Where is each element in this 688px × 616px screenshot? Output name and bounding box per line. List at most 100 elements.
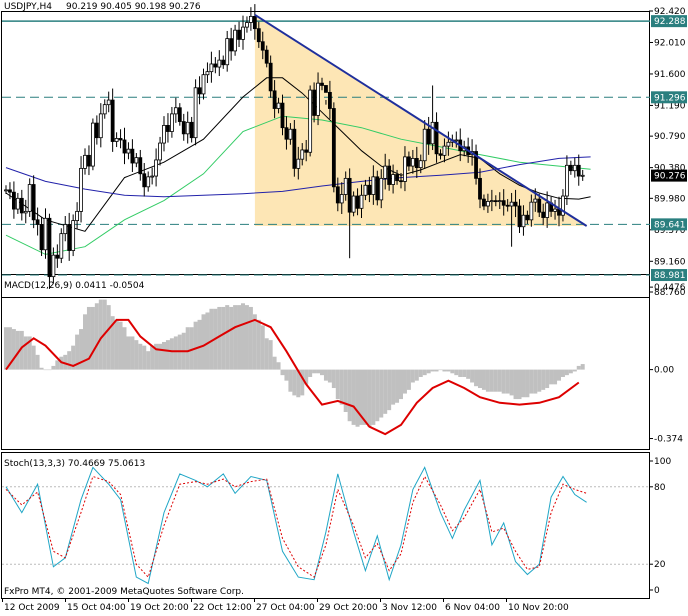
macd-histogram-bar	[79, 329, 84, 370]
candle-body	[189, 121, 194, 139]
macd-histogram-bar	[241, 303, 245, 370]
macd-histogram-bar	[237, 305, 242, 370]
macd-histogram-bar	[493, 369, 498, 392]
macd-histogram-bar	[292, 369, 297, 396]
macd-histogram-bar	[387, 369, 392, 411]
macd-histogram-bar	[470, 369, 475, 383]
time-axis-label: 15 Oct 04:00	[67, 603, 126, 613]
candle-body	[537, 198, 542, 213]
macd-histogram-bar	[272, 356, 277, 370]
candle-body	[118, 138, 123, 141]
candle-body	[67, 224, 72, 251]
macd-histogram-bar	[450, 369, 455, 374]
candle-body	[284, 127, 289, 140]
candle-body	[355, 195, 360, 209]
candle-body	[166, 124, 170, 132]
macd-histogram-bar	[130, 336, 135, 370]
macd-histogram-bar	[304, 369, 309, 385]
macd-histogram-bar	[27, 336, 32, 370]
candle-body	[482, 198, 486, 207]
macd-histogram-bar	[94, 303, 99, 370]
level-badge	[651, 218, 687, 231]
macd-histogram-bar	[308, 369, 313, 377]
macd-histogram-bar	[359, 369, 364, 425]
candle-body	[102, 104, 107, 115]
candle-body	[276, 102, 281, 109]
candle-body	[497, 200, 502, 203]
macd-histogram-bar	[430, 369, 435, 372]
macd-histogram-bar	[323, 369, 328, 381]
macd-histogram-bar	[572, 369, 577, 372]
macd-histogram-bar	[110, 316, 115, 370]
macd-histogram-bar	[244, 305, 249, 370]
candle-body	[205, 71, 210, 76]
candle-body	[106, 99, 111, 106]
candle-body	[122, 139, 127, 154]
macd-histogram-bar	[339, 369, 344, 405]
macd-histogram-bar	[268, 340, 273, 370]
macd-histogram-bar	[63, 354, 68, 370]
macd-histogram-bar	[90, 306, 95, 370]
macd-histogram-bar	[23, 336, 28, 370]
macd-histogram-bar	[233, 305, 238, 370]
macd-histogram-bar	[209, 308, 214, 370]
time-axis-label: 22 Oct 12:00	[193, 603, 252, 613]
price-panel	[1, 11, 650, 298]
level-badge	[651, 269, 687, 282]
candle-body	[55, 254, 60, 259]
macd-histogram-bar	[280, 369, 285, 376]
candle-body	[403, 156, 407, 182]
candle-body	[300, 149, 305, 160]
candle-body	[375, 176, 380, 201]
candle-body	[213, 63, 218, 68]
candle-body	[430, 121, 435, 145]
macd-title: MACD(12,26,9) 0.0411 -0.0504	[4, 281, 145, 291]
candle-body	[379, 177, 384, 201]
macd-histogram-bar	[169, 338, 174, 370]
macd-histogram-bar	[162, 341, 166, 370]
macd-histogram-bar	[197, 319, 202, 370]
macd-histogram-bar	[545, 369, 550, 389]
macd-histogram-bar	[414, 369, 419, 381]
time-axis-label: 3 Nov 12:00	[382, 603, 437, 613]
macd-histogram-bar	[312, 369, 317, 374]
macd-histogram-bar	[347, 369, 352, 422]
macd-histogram-bar	[47, 369, 52, 371]
macd-histogram-bar	[185, 327, 190, 370]
candle-body	[110, 99, 115, 142]
macd-histogram-bar	[509, 369, 514, 396]
macd-histogram-bar	[154, 343, 159, 370]
candle-body	[489, 200, 494, 203]
macd-histogram-bar	[367, 369, 372, 427]
level-badge	[651, 15, 687, 28]
macd-histogram-bar	[225, 305, 230, 370]
price-axis-label: 92.010	[654, 38, 686, 48]
candle-body	[154, 159, 159, 177]
candle-body	[229, 38, 234, 52]
candle-body	[71, 220, 76, 251]
macd-histogram-bar	[39, 367, 44, 370]
macd-histogram-bar	[557, 369, 561, 381]
price-axis-label: 90.790	[654, 132, 686, 142]
price-axis-label: 88.760	[654, 288, 686, 298]
candle-body	[185, 121, 190, 135]
macd-histogram-bar	[335, 369, 340, 400]
candle-body	[545, 202, 550, 218]
macd-histogram-bar	[438, 369, 443, 371]
macd-histogram-bar	[98, 299, 103, 370]
candle-body	[173, 107, 178, 115]
candle-body	[43, 217, 48, 251]
macd-histogram-bar	[568, 369, 573, 374]
macd-histogram-bar	[19, 330, 24, 370]
macd-histogram-bar	[576, 365, 581, 370]
stoch-axis-label: 0	[654, 586, 660, 596]
price-axis-label: 90.380	[654, 164, 686, 174]
macd-histogram-bar	[375, 369, 380, 422]
macd-histogram-bar	[229, 306, 234, 370]
candle-body	[513, 201, 518, 207]
macd-histogram-bar	[391, 369, 396, 405]
macd-histogram-bar	[474, 369, 479, 387]
macd-histogram-bar	[260, 325, 265, 370]
candle-body	[264, 49, 269, 64]
candle-body	[114, 138, 119, 142]
